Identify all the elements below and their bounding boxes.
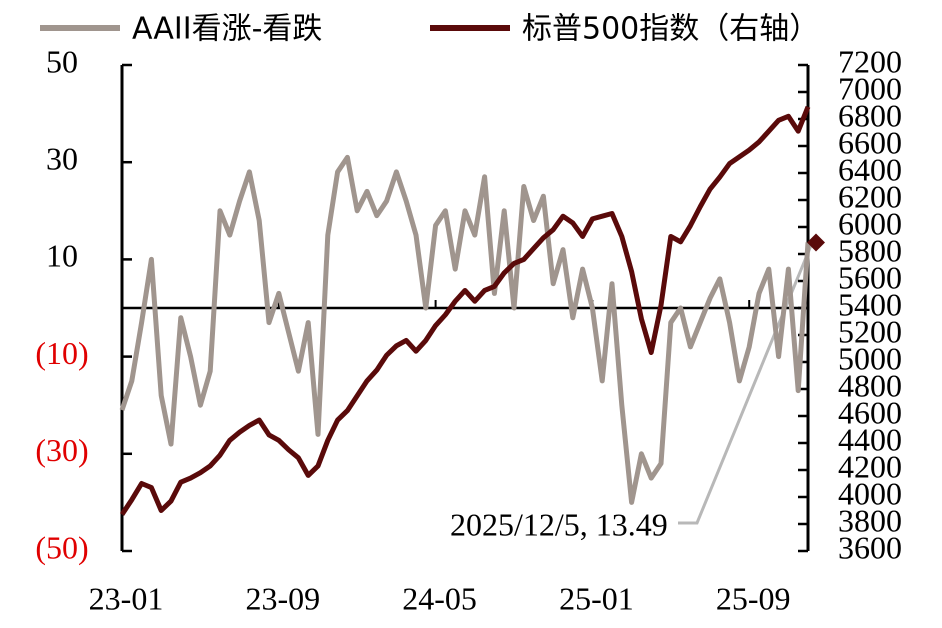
y2-tick-label: 4600 xyxy=(838,394,902,430)
y2-tick-label: 6600 xyxy=(838,124,902,160)
last-point-marker xyxy=(807,233,825,252)
y2-tick-label: 5400 xyxy=(838,286,902,322)
y2-tick-label: 7200 xyxy=(838,43,902,79)
y-tick-label: (50) xyxy=(35,529,88,565)
x-tick-label: 23-09 xyxy=(245,580,320,616)
y2-tick-label: 3800 xyxy=(838,502,902,538)
y2-tick-label: 4400 xyxy=(838,421,902,457)
y2-tick-label: 5600 xyxy=(838,259,902,295)
y2-tick-label: 6800 xyxy=(838,97,902,133)
x-tick-label: 24-05 xyxy=(402,580,477,616)
y2-tick-label: 4800 xyxy=(838,367,902,403)
series-line xyxy=(119,154,811,505)
y-tick-label: (10) xyxy=(35,335,88,371)
x-tick-label: 25-09 xyxy=(716,580,791,616)
x-tick-label: 25-01 xyxy=(559,580,634,616)
y2-tick-label: 6000 xyxy=(838,205,902,241)
y2-tick-label: 5800 xyxy=(838,232,902,268)
y-tick-label: 10 xyxy=(46,238,78,274)
y2-tick-label: 5200 xyxy=(838,313,902,349)
annotation: 2025/12/5, 13.49 xyxy=(450,506,668,542)
y2-tick-label: 5000 xyxy=(838,340,902,376)
y2-tick-label: 3600 xyxy=(838,529,902,565)
y2-tick-label: 6200 xyxy=(838,178,902,214)
y2-tick-label: 4200 xyxy=(838,448,902,484)
y-tick-label: (30) xyxy=(35,432,88,468)
y2-tick-label: 6400 xyxy=(838,151,902,187)
y-tick-label: 30 xyxy=(46,141,78,177)
series-line xyxy=(119,105,811,516)
leader-line xyxy=(678,242,814,525)
legend-label: 标普500指数（右轴） xyxy=(522,12,819,47)
y2-tick-label: 7000 xyxy=(838,70,902,106)
y-tick-label: 50 xyxy=(46,43,78,79)
y2-tick-label: 4000 xyxy=(838,475,902,511)
legend-label: AAII看涨-看跌 xyxy=(132,12,322,47)
x-tick-label: 23-01 xyxy=(89,580,164,616)
